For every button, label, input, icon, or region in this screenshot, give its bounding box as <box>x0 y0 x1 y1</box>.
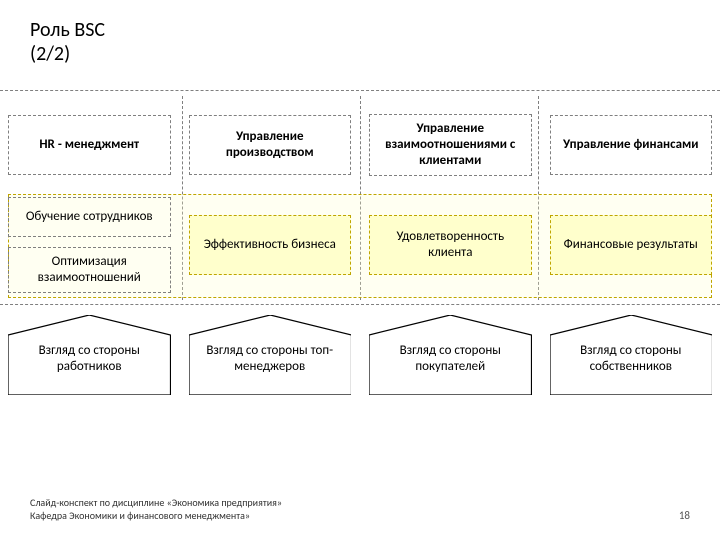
col0-arrow: Взгляд со стороны работников <box>8 315 171 395</box>
col1-arrow-label: Взгляд со стороны топ-менеджеров <box>197 343 344 374</box>
title-line2: (2/2) <box>30 42 70 66</box>
col0-sub-0: Обучение сотрудников <box>8 197 171 237</box>
footer-line2: Кафедра Экономики и финансового менеджме… <box>30 509 250 522</box>
col3-mid: Финансовые результаты <box>550 215 713 275</box>
col2-arrow-label: Взгляд со стороны покупателей <box>377 343 524 374</box>
col1-mid: Эффективность бизнеса <box>189 215 352 275</box>
col1-arrow: Взгляд со стороны топ-менеджеров <box>189 315 352 395</box>
col0-sub-1: Оптимизация взаимоотношений <box>8 247 171 294</box>
col0-header: HR - менеджмент <box>8 115 171 175</box>
col3-arrow: Взгляд со стороны собственников <box>550 315 713 395</box>
col3-arrow-label: Взгляд со стороны собственников <box>558 343 705 374</box>
separator-top <box>0 90 720 91</box>
col2-arrow: Взгляд со стороны покупателей <box>369 315 532 395</box>
footer-line1: Слайд-конспект по дисциплине «Экономика … <box>30 496 282 509</box>
title-line1: Роль BSC <box>30 18 105 42</box>
col3-header: Управление финансами <box>550 115 713 175</box>
slide-title: Роль BSC (2/2) <box>30 18 105 66</box>
page-number: 18 <box>679 509 690 522</box>
col1-header: Управление производством <box>189 115 352 175</box>
col0-mid-stack: Обучение сотрудников Оптимизация взаимоо… <box>8 197 171 294</box>
col0-arrow-label: Взгляд со стороны работников <box>16 343 163 374</box>
col2-mid: Удовлетворенность клиента <box>369 215 532 275</box>
diagram-grid: HR - менеджмент Управление производством… <box>0 100 720 410</box>
footer: Слайд-конспект по дисциплине «Экономика … <box>30 497 282 522</box>
col2-header: Управление взаимоотношениями с клиентами <box>369 114 532 177</box>
